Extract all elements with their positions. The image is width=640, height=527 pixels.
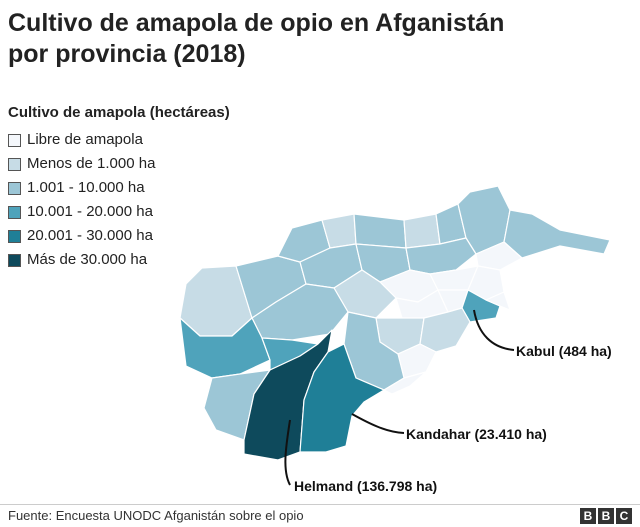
legend-item-under-1000: Menos de 1.000 ha [8,152,230,176]
legend-label: 10.001 - 20.000 ha [27,203,153,220]
kabul-leader-line [473,309,515,351]
legend-item-1001-10000: 1.001 - 10.000 ha [8,176,230,200]
province-region [485,291,511,311]
map-title: Cultivo de amapola de opio en Afganistán… [8,9,505,68]
source-note: Fuente: Encuesta UNODC Afganistán sobre … [8,508,304,523]
legend-item-over-30000: Más de 30.000 ha [8,248,230,272]
helmand-leader-line [284,419,291,486]
province-region [353,213,407,249]
bbc-logo-letter: B [598,508,614,524]
province-region [403,213,441,249]
legend-swatch [8,253,21,267]
legend-swatch [8,229,21,243]
kabul-label: Kabul (484 ha) [516,343,612,359]
legend-title: Cultivo de amapola (hectáreas) [8,104,230,121]
province-region [503,209,611,259]
province-region-kandahar [299,343,385,453]
bbc-logo: B B C [578,508,632,524]
kandahar-label: Kandahar (23.410 ha) [406,426,547,442]
province-region [383,371,427,395]
map-legend: Cultivo de amapola (hectáreas) Libre de … [8,104,230,272]
legend-label: Más de 30.000 ha [27,251,148,268]
legend-label: 20.001 - 30.000 ha [27,227,153,244]
legend-swatch [8,181,21,195]
legend-item-10001-20000: 10.001 - 20.000 ha [8,200,230,224]
legend-label: Menos de 1.000 ha [27,155,156,172]
legend-label: 1.001 - 10.000 ha [27,179,145,196]
legend-item-poppy-free: Libre de amapola [8,128,230,152]
legend-swatch [8,133,21,147]
legend-swatch [8,205,21,219]
kandahar-leader-line [351,413,405,434]
helmand-label: Helmand (136.798 ha) [294,478,437,494]
province-region [475,241,523,271]
bbc-logo-letter: C [616,508,632,524]
footer-divider [0,504,640,505]
legend-label: Libre de amapola [27,131,143,148]
legend-swatch [8,157,21,171]
legend-item-20001-30000: 20.001 - 30.000 ha [8,224,230,248]
bbc-logo-letter: B [580,508,596,524]
